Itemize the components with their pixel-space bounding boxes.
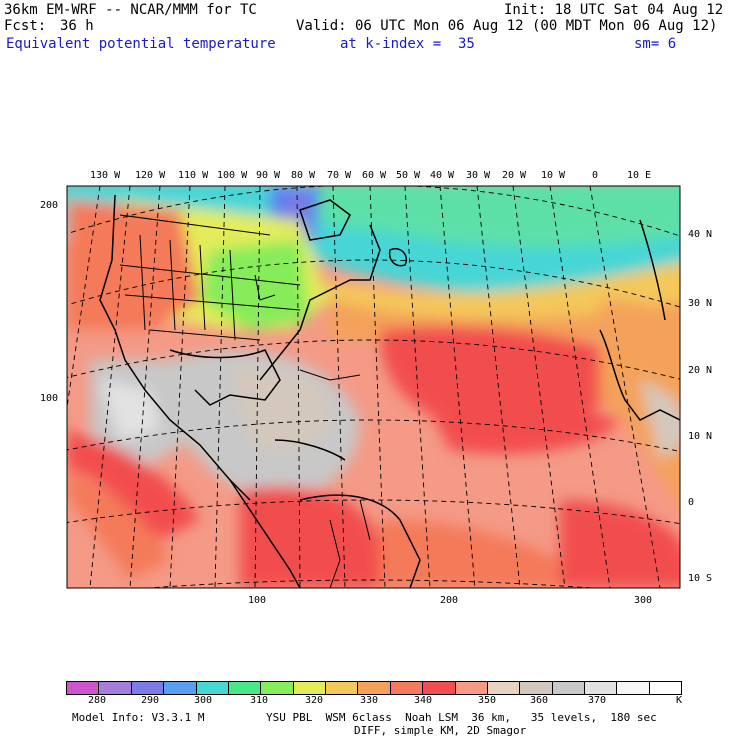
- colorbar-swatch: [454, 682, 487, 694]
- lat-label: 0: [688, 497, 695, 508]
- lat-label: 40 N: [688, 229, 713, 240]
- colorbar-swatch: [519, 682, 552, 694]
- colorbar-swatch: [584, 682, 617, 694]
- lon-label: 120 W: [135, 170, 166, 181]
- colorbar-label: 370: [588, 695, 607, 706]
- colorbar-unit: K: [676, 695, 683, 706]
- colorbar-swatch: [163, 682, 196, 694]
- colorbar-swatch: [130, 682, 164, 694]
- field-name: Equivalent potential temperature: [6, 36, 276, 52]
- colorbar-swatch: [389, 682, 423, 694]
- political-borders: [119, 214, 371, 588]
- valid-time: Valid: 06 UTC Mon 06 Aug 12 (00 MDT Mon …: [296, 18, 718, 34]
- colorbar-label: 280: [88, 695, 107, 706]
- lon-label: 90 W: [256, 170, 281, 181]
- init-time: Init: 18 UTC Sat 04 Aug 12: [504, 2, 724, 18]
- colorbar-swatch: [292, 682, 325, 694]
- colorbar-swatch: [98, 682, 131, 694]
- colorbar-swatch: [195, 682, 228, 694]
- colorbar-label: 320: [305, 695, 324, 706]
- lon-label: 50 W: [396, 170, 421, 181]
- colorbar-swatch: [486, 682, 520, 694]
- grid-x-label: 200: [440, 595, 459, 606]
- colorbar-swatch: [260, 682, 293, 694]
- colorbar-label: 300: [194, 695, 213, 706]
- lon-label: 20 W: [502, 170, 527, 181]
- lon-label: 80 W: [291, 170, 316, 181]
- colorbar-swatch: [67, 682, 99, 694]
- lon-label: 60 W: [362, 170, 387, 181]
- colorbar-swatch: [422, 682, 455, 694]
- model-info: Model Info: V3.3.1 M: [72, 711, 205, 724]
- colorbar-swatch: [325, 682, 358, 694]
- forecast-label: Fcst:: [4, 18, 47, 34]
- lat-label: 10 S: [688, 573, 713, 584]
- colorbar-label: 340: [414, 695, 433, 706]
- colorbar-swatch: [616, 682, 649, 694]
- colorbar-label: 310: [250, 695, 269, 706]
- lon-label: 130 W: [90, 170, 121, 181]
- smoothing-label: sm= 6: [634, 36, 677, 52]
- lon-label: 110 W: [178, 170, 209, 181]
- diffusion-info: DIFF, simple KM, 2D Smagor: [354, 724, 527, 737]
- lon-label: 100 W: [217, 170, 248, 181]
- lon-label: 30 W: [466, 170, 491, 181]
- lat-label: 20 N: [688, 365, 713, 376]
- lon-label: 40 W: [430, 170, 455, 181]
- colorbar-swatch: [357, 682, 390, 694]
- coastlines: [99, 194, 680, 588]
- grid-y-label: 100: [40, 393, 59, 404]
- physics-info: YSU PBL WSM 6class Noah LSM 36 km, 35 le…: [266, 711, 657, 724]
- lat-label: 10 N: [688, 431, 713, 442]
- temperature-field: [67, 186, 680, 588]
- colorbar-swatch: [648, 682, 682, 694]
- lat-label: 30 N: [688, 298, 713, 309]
- colorbar-swatch: [227, 682, 261, 694]
- k-index-label: at k-index = 35: [340, 36, 475, 52]
- lon-label: 70 W: [327, 170, 352, 181]
- map-frame: [66, 185, 681, 589]
- lon-label: 10 E: [627, 170, 652, 181]
- colorbar-swatch: [551, 682, 584, 694]
- model-title: 36km EM-WRF -- NCAR/MMM for TC: [4, 2, 257, 18]
- lon-label: 0: [592, 170, 599, 181]
- colorbar-label: 350: [478, 695, 497, 706]
- lon-label: 10 W: [541, 170, 566, 181]
- grid-x-label: 300: [634, 595, 653, 606]
- colorbar-label: 360: [530, 695, 549, 706]
- grid-x-label: 100: [248, 595, 267, 606]
- grid-y-label: 200: [40, 200, 59, 211]
- forecast-hours: 36 h: [60, 18, 94, 34]
- colorbar: [66, 681, 682, 695]
- colorbar-label: 290: [141, 695, 160, 706]
- colorbar-label: 330: [360, 695, 379, 706]
